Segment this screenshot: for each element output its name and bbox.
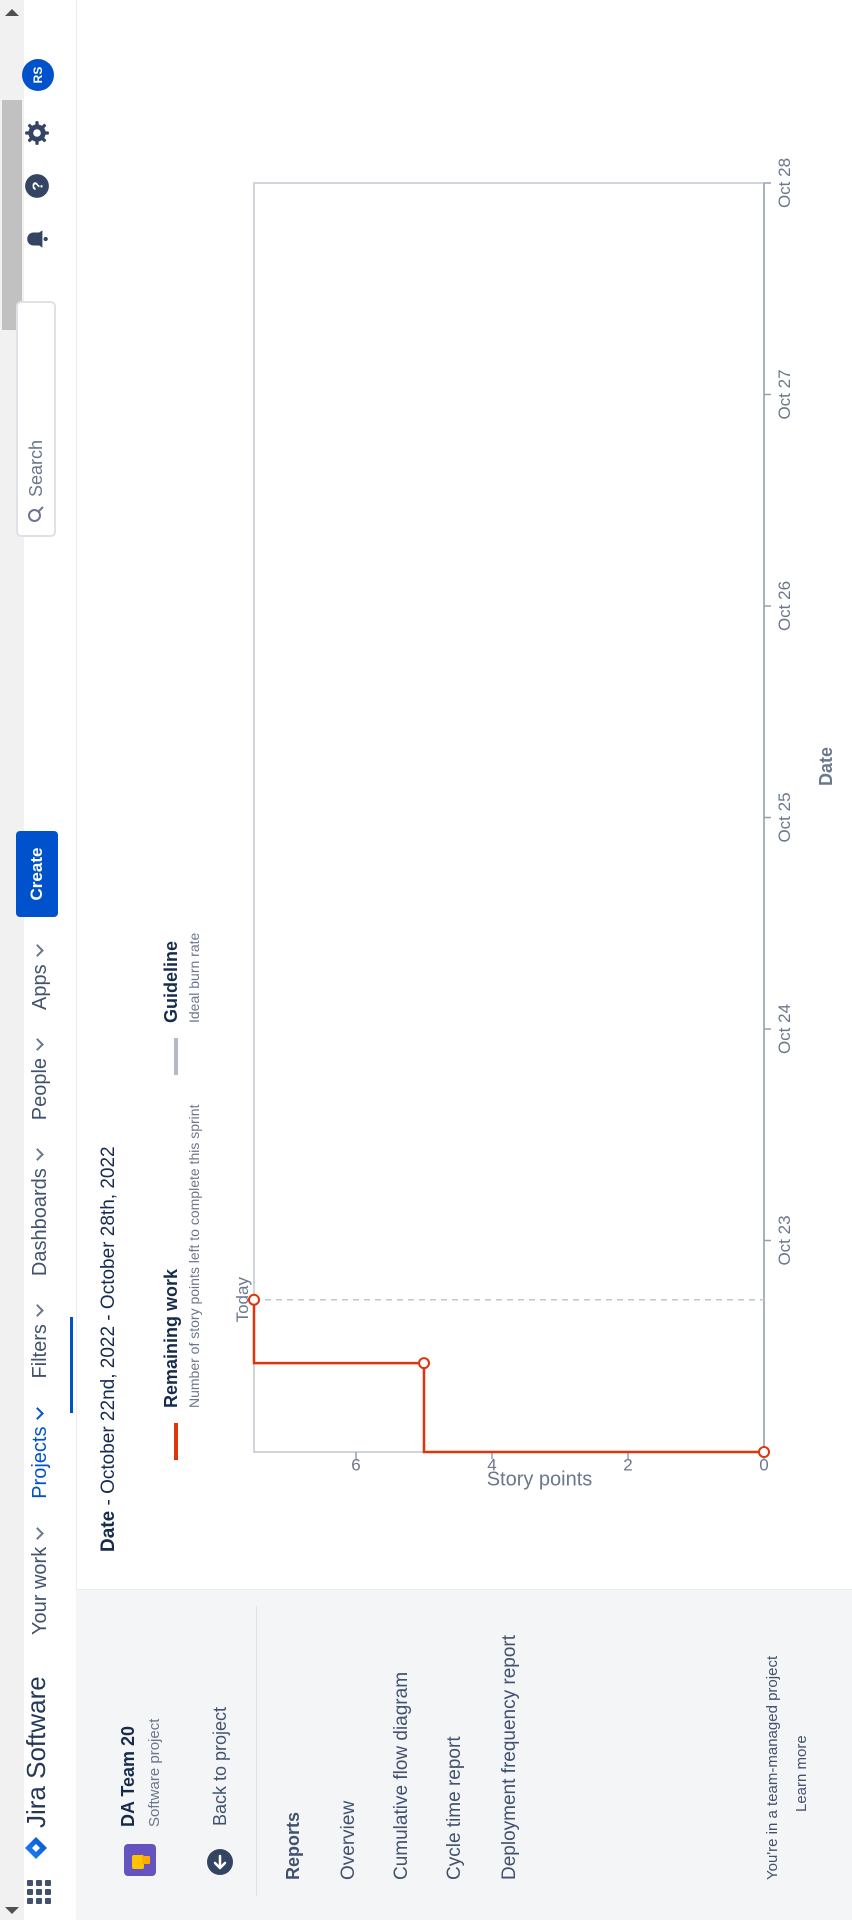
y-tick-label: 6 (351, 1455, 360, 1474)
x-tick-label: Oct 24 (775, 1004, 794, 1054)
notifications-icon[interactable] (24, 226, 50, 252)
y-tick-label: 0 (759, 1455, 768, 1474)
settings-icon[interactable] (24, 120, 50, 146)
remaining-work-point (248, 1293, 260, 1306)
jira-logo[interactable]: Jira Software (21, 1676, 51, 1860)
search-input[interactable]: Search (16, 301, 56, 537)
x-tick-label: Oct 28 (775, 158, 794, 208)
back-to-project-link[interactable]: Back to project (206, 1707, 234, 1876)
x-tick-label: Oct 25 (775, 792, 794, 842)
remaining-work-point (418, 1357, 430, 1370)
x-tick-label: Oct 27 (775, 369, 794, 419)
search-icon (28, 506, 44, 522)
y-tick-label: 2 (623, 1455, 632, 1474)
remaining-work-line (252, 1299, 764, 1454)
plot-area-frame (253, 182, 765, 1453)
svg-text:?: ? (29, 181, 46, 190)
help-icon[interactable]: ? (24, 173, 50, 199)
x-tick-label: Oct 23 (775, 1215, 794, 1265)
x-axis-label: Date (816, 746, 836, 786)
arrow-back-icon (207, 1849, 233, 1875)
x-tick-label: Oct 26 (775, 581, 794, 631)
y-tick-label: 4 (487, 1455, 496, 1474)
jira-logo-icon (25, 1837, 47, 1859)
today-label: Today (233, 1277, 252, 1323)
remaining-work-point (758, 1446, 770, 1458)
